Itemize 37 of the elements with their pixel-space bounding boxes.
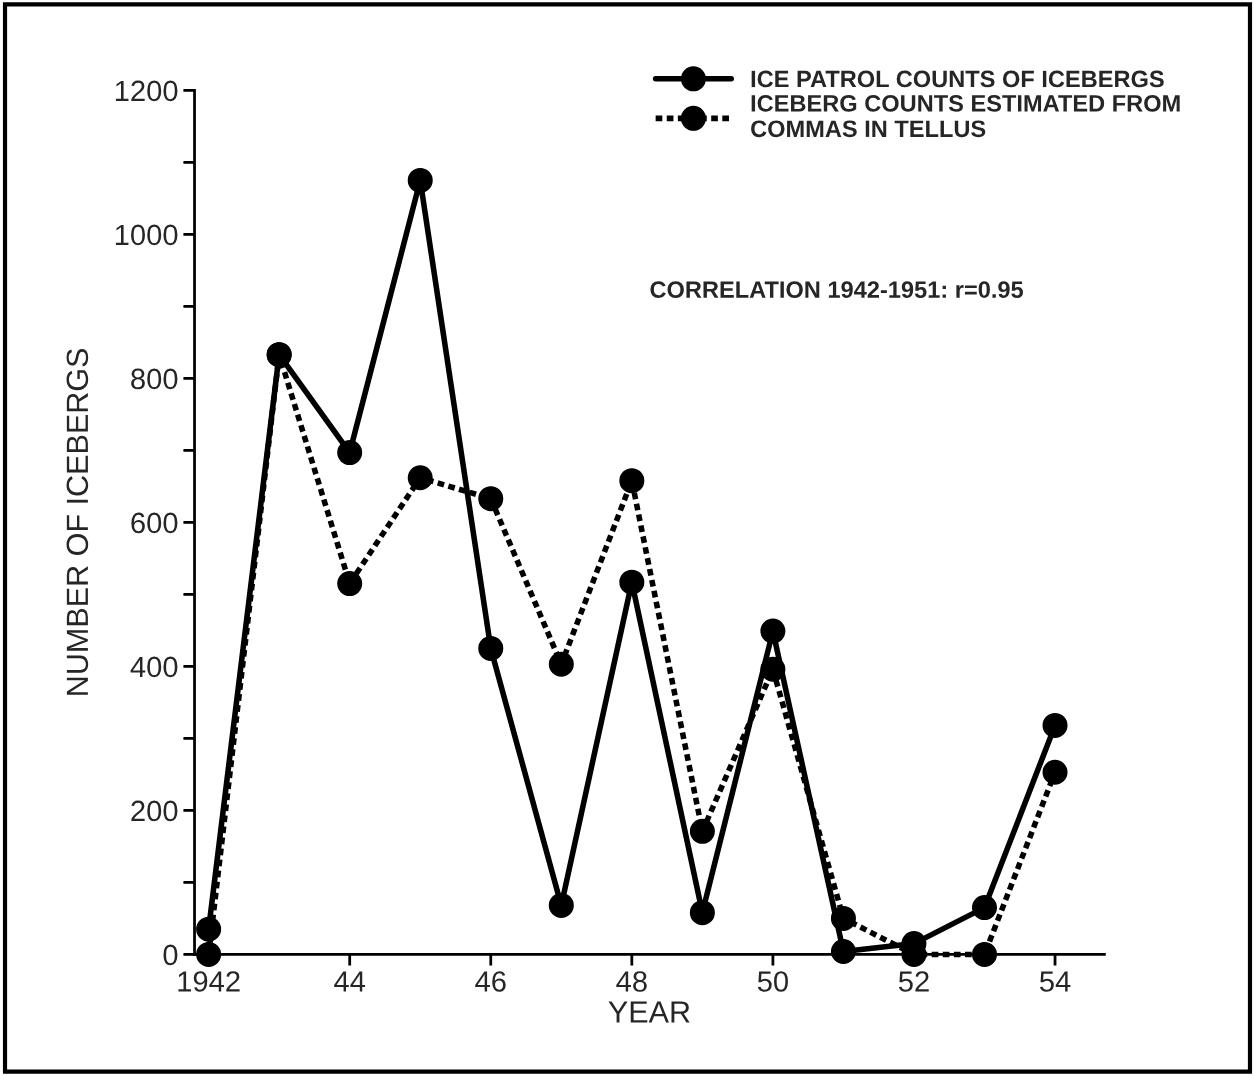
- point: [760, 656, 786, 682]
- y-tick-label: 1200: [115, 80, 178, 102]
- y-tick-label: 400: [130, 656, 178, 678]
- y-tick-label: 0: [163, 944, 178, 966]
- point: [1042, 712, 1068, 738]
- point: [830, 905, 856, 931]
- y-axis-title: NUMBER OF ICEBERGS: [66, 348, 89, 695]
- point: [337, 440, 363, 466]
- point: [407, 465, 433, 491]
- point: [407, 167, 433, 193]
- point: [689, 818, 715, 844]
- x-tick-label: 48: [616, 971, 647, 992]
- x-tick-label: 1942: [178, 971, 240, 992]
- x-tick-label: 52: [898, 971, 929, 992]
- x-tick-label: 44: [334, 971, 366, 992]
- point: [971, 895, 997, 921]
- point: [619, 468, 645, 494]
- legend-label: ICE PATROL COUNTS OF ICEBERGS: [751, 70, 1164, 88]
- point: [760, 618, 786, 644]
- point: [689, 900, 715, 926]
- x-tick-label: 50: [757, 971, 788, 992]
- y-tick-label: 1000: [115, 224, 178, 246]
- x-tick-label: 46: [475, 971, 506, 992]
- point: [1042, 759, 1068, 785]
- annotation: CORRELATION 1942-1951: r=0.95: [650, 281, 1024, 298]
- point: [337, 571, 363, 597]
- x-tick-label: 54: [1039, 971, 1071, 992]
- point: [478, 635, 504, 661]
- point: [548, 651, 574, 677]
- y-tick-label: 600: [131, 512, 178, 534]
- point: [548, 892, 574, 918]
- y-tick-label: 200: [131, 800, 178, 822]
- x-axis-title: YEAR: [608, 1001, 690, 1023]
- point: [478, 486, 504, 512]
- legend-label: ICEBERG COUNTS ESTIMATED FROM COMMAS IN TELLUS: [751, 94, 1180, 138]
- y-tick-label: 800: [131, 368, 178, 390]
- point: [619, 569, 645, 595]
